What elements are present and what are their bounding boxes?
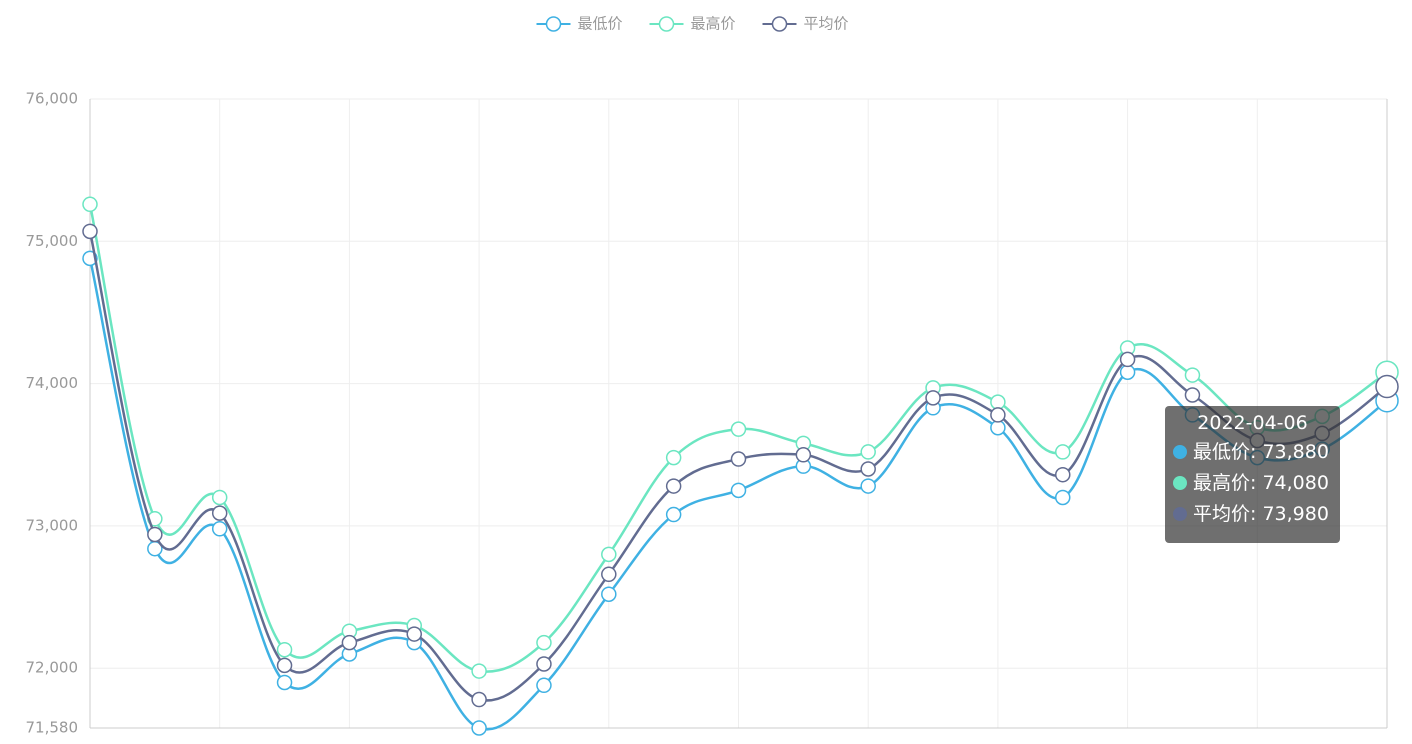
data-point <box>601 586 617 602</box>
data-point <box>860 461 876 477</box>
data-point <box>406 626 422 642</box>
data-point <box>82 223 98 240</box>
data-point <box>665 478 682 494</box>
data-point <box>82 196 98 213</box>
tooltip-name: 最高价 <box>1193 472 1262 494</box>
legend-icon <box>545 16 562 32</box>
legend-icon <box>658 16 675 32</box>
data-point <box>1184 387 1201 403</box>
tooltip-value: 74,080 <box>1262 472 1329 494</box>
data-point <box>601 546 617 563</box>
data-point <box>276 657 293 674</box>
data-point <box>730 421 747 437</box>
data-point <box>925 390 941 406</box>
legend-label: 平均价 <box>804 15 849 33</box>
data-point <box>990 419 1006 436</box>
tooltip-value: 73,980 <box>1262 503 1329 525</box>
tooltip: 2022-04-06 最低价73,880最高价74,080平均价73,980 <box>1165 406 1340 543</box>
data-point <box>1119 351 1136 368</box>
data-point <box>211 521 228 537</box>
data-point <box>990 407 1006 423</box>
tooltip-title: 2022-04-06 <box>1197 412 1308 434</box>
data-point <box>1375 374 1399 399</box>
data-point <box>471 691 487 708</box>
series-line <box>88 231 1388 702</box>
y-tick-label: 74,000 <box>26 374 79 392</box>
tooltip-value: 73,880 <box>1262 441 1329 463</box>
tooltip-dot <box>1173 476 1187 490</box>
data-point <box>276 674 293 691</box>
data-point <box>665 506 682 523</box>
legend-label: 最高价 <box>691 15 736 33</box>
data-point <box>1055 489 1071 506</box>
data-point <box>1184 367 1201 383</box>
data-point <box>665 449 682 466</box>
data-point <box>147 526 163 543</box>
tooltip-dot <box>1173 507 1187 521</box>
data-point <box>471 663 487 679</box>
tooltip-dot <box>1173 445 1187 459</box>
data-point <box>536 656 552 672</box>
data-point <box>730 482 747 499</box>
legend-label: 最低价 <box>578 15 623 33</box>
data-point <box>536 677 552 694</box>
data-point <box>536 634 552 651</box>
data-point <box>860 478 876 494</box>
tooltip-row: 平均价73,980 <box>1173 499 1332 530</box>
data-point <box>471 720 487 736</box>
legend-icon <box>771 16 788 32</box>
data-point <box>1119 364 1136 380</box>
data-point <box>860 444 876 460</box>
data-point <box>211 505 228 521</box>
data-point <box>730 451 747 467</box>
tooltip-row: 最高价74,080 <box>1173 468 1332 499</box>
y-tick-label: 72,000 <box>26 659 79 677</box>
data-point <box>1055 444 1071 460</box>
data-point <box>990 394 1006 410</box>
y-tick-label: 75,000 <box>26 232 79 250</box>
tooltip-name: 最低价 <box>1193 441 1262 463</box>
data-point <box>1055 466 1071 483</box>
data-point <box>276 641 293 658</box>
y-tick-label: 71,580 <box>26 719 79 737</box>
data-point <box>211 489 228 506</box>
y-tick-label: 73,000 <box>26 516 79 534</box>
data-point <box>601 566 617 583</box>
series-line <box>88 204 1388 673</box>
y-tick-label: 76,000 <box>26 90 79 108</box>
data-point <box>795 447 812 463</box>
data-point <box>341 634 358 651</box>
series-line <box>88 258 1388 731</box>
tooltip-row: 最低价73,880 <box>1173 437 1332 468</box>
tooltip-name: 平均价 <box>1193 503 1262 525</box>
